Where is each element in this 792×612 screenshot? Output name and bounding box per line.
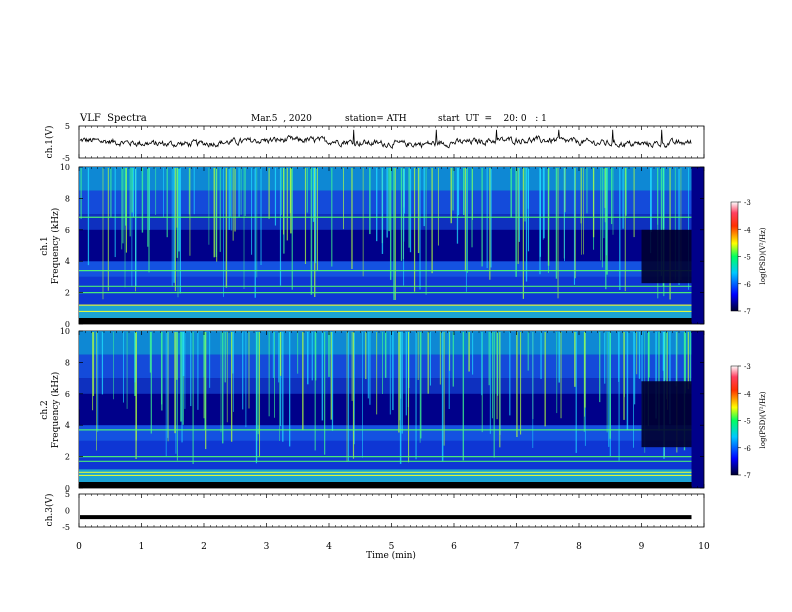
- ch1-ylabel: ch.1(V): [44, 126, 55, 159]
- ch1-trace-plot: 5 -5: [62, 122, 692, 163]
- ch1-spectrogram-ylabel-top: ch.1: [40, 236, 50, 255]
- colorbar-tick-label: -6: [744, 445, 751, 453]
- x-tick-label: 9: [639, 542, 645, 552]
- y-tick-label: 10: [60, 163, 70, 172]
- ch2-colorbar-ticks: -3 -4 -5 -6 -7: [738, 363, 751, 480]
- spectrogram-band: [79, 440, 692, 470]
- date-label: Mar.5 , 2020: [251, 114, 312, 124]
- x-tick-label: 10: [698, 542, 710, 552]
- y-tick-label: 10: [60, 327, 70, 336]
- y-tick-label: 8: [65, 358, 70, 367]
- colorbar-tick-label: -6: [744, 281, 751, 289]
- ch1-trace-frame: [78, 125, 705, 159]
- ch1-spectrogram-ylabel: Frequency (kHz): [50, 208, 61, 285]
- time-axis-label: Time (min): [366, 550, 416, 561]
- start-time-label: start UT = 20: 0 : 1: [438, 114, 547, 124]
- x-tick-label: 4: [326, 542, 332, 552]
- spectrogram-band: [79, 190, 692, 215]
- dark-region: [641, 229, 692, 284]
- ch3-y-tick-label: 5: [65, 490, 70, 499]
- ch2-spectrogram-ylabel-top: ch.2: [40, 400, 50, 419]
- colorbar-tick-label: -3: [744, 363, 751, 371]
- colorbar-tick-label: -5: [744, 418, 751, 426]
- dark-region: [641, 381, 692, 448]
- ch3-ylabel: ch.3(V): [44, 494, 55, 527]
- x-tick-label: 7: [514, 542, 520, 552]
- ch2-spectrogram-ylabel: Frequency (kHz): [50, 372, 61, 449]
- ch1-y-tick-label: 5: [65, 122, 70, 131]
- ch3-trace-plot: 5 0 -5: [62, 490, 692, 532]
- colorbar-tick-label: -4: [744, 390, 751, 398]
- ch1-trace-line: [79, 129, 692, 150]
- spectrogram-band: [79, 261, 692, 277]
- spectrogram-band: [79, 425, 692, 441]
- y-tick-label: 4: [65, 257, 70, 266]
- y-tick-label: 6: [65, 390, 70, 399]
- spectrogram-band: [79, 276, 692, 306]
- ch1-colorbar-ticks: -3 -4 -5 -6 -7: [738, 199, 751, 316]
- figure-title: VLF Spectra: [80, 113, 147, 124]
- colorbar-tick-label: -5: [744, 254, 751, 262]
- ch1-spectrogram: 0 2 4 6 8 10: [60, 163, 704, 329]
- x-tick-label: 6: [451, 542, 457, 552]
- spectrogram-band: [79, 167, 692, 191]
- ch2-colorbar: [730, 365, 739, 476]
- ch2-colorbar-label: log(PSD)(V²/Hz): [759, 391, 767, 448]
- station-label: station= ATH: [345, 114, 407, 124]
- colorbar-tick-label: -7: [744, 472, 751, 480]
- ch2-spectrogram: 0 2 4 6 8 10: [60, 327, 704, 493]
- time-axis: 0 1 2 3 4 5 6 7 8 9 10: [76, 126, 710, 552]
- ch3-trace-frame: [78, 493, 705, 528]
- x-tick-label: 0: [76, 542, 82, 552]
- x-tick-label: 8: [576, 542, 582, 552]
- low-freq-strip: [79, 482, 692, 488]
- x-tick-label: 2: [201, 542, 207, 552]
- colorbar-tick-label: -3: [744, 199, 751, 207]
- ch1-colorbar-label: log(PSD)(V²/Hz): [759, 227, 767, 284]
- y-tick-label: 2: [65, 453, 70, 462]
- colorbar-tick-label: -7: [744, 308, 751, 316]
- y-tick-label: 0: [65, 320, 70, 329]
- y-tick-label: 6: [65, 226, 70, 235]
- y-tick-label: 2: [65, 289, 70, 298]
- y-tick-label: 0: [65, 484, 70, 493]
- x-tick-label: 5: [389, 542, 395, 552]
- ch1-y-tick-label: -5: [62, 154, 70, 163]
- ch3-y-tick-label: -5: [62, 523, 70, 532]
- y-tick-label: 4: [65, 421, 70, 430]
- ch1-colorbar: [730, 201, 739, 312]
- colorbar-tick-label: -4: [744, 226, 751, 234]
- x-tick-label: 1: [139, 542, 145, 552]
- spectrogram-band: [79, 229, 692, 262]
- low-freq-strip: [79, 318, 692, 324]
- spectrogram-band: [79, 214, 692, 230]
- y-tick-label: 8: [65, 194, 70, 203]
- ch3-y-tick-label: 0: [65, 507, 70, 516]
- x-tick-label: 3: [264, 542, 270, 552]
